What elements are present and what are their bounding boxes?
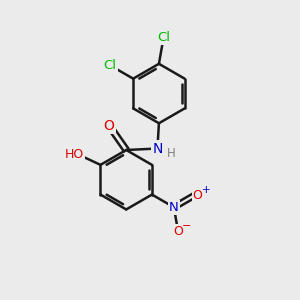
Text: N: N — [169, 201, 179, 214]
Text: O: O — [193, 189, 202, 202]
Text: HO: HO — [65, 148, 84, 161]
Text: Cl: Cl — [157, 31, 170, 44]
Text: O: O — [173, 225, 183, 238]
Text: H: H — [167, 147, 175, 161]
Text: Cl: Cl — [103, 59, 116, 72]
Text: N: N — [152, 142, 163, 155]
Text: −: − — [182, 221, 191, 232]
Text: +: + — [202, 185, 211, 195]
Text: O: O — [104, 119, 115, 133]
